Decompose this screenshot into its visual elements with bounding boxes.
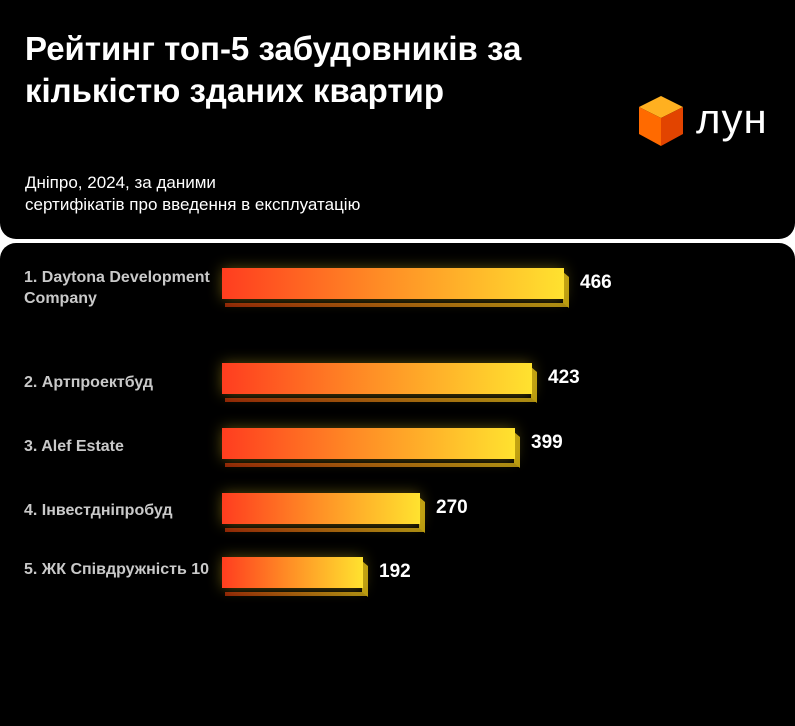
bar-value-label: 466 (580, 272, 612, 293)
category-label: 1. Daytona Development Company (24, 269, 210, 307)
bar-shadow-bottom (225, 463, 519, 467)
bar-fill (222, 493, 420, 524)
subtitle-line-2: сертифікатів про введення в експлуатацію (25, 195, 361, 214)
category-label: 5. ЖК Співдружність 10 (24, 561, 210, 578)
chart-title: Рейтинг топ-5 забудовників за кількістю … (25, 30, 522, 109)
bar (222, 268, 569, 309)
bar (222, 493, 425, 534)
bar-value-label: 270 (436, 497, 468, 518)
bar-fill (222, 363, 532, 394)
bar-fill (222, 428, 515, 459)
bar-value-label: 192 (379, 561, 411, 582)
bar-shadow-bottom (225, 592, 367, 596)
bar-shadow-bottom (225, 303, 568, 307)
bar-fill (222, 557, 363, 588)
chart-subtitle: Дніпро, 2024, за даними сертифікатів про… (25, 172, 545, 216)
category-label: 4. Інвестдніпробуд (24, 502, 173, 519)
bar-chart: 1. Daytona Development Company 466 2. Артп… (0, 243, 795, 726)
orange-cube-icon (639, 96, 683, 146)
bar-value-label: 423 (548, 367, 580, 388)
category-label: 3. Alef Estate (24, 438, 124, 455)
bar-shadow-bottom (225, 398, 536, 402)
category-label: 2. Артпроектбуд (24, 374, 154, 391)
bar-fill (222, 268, 564, 299)
bar-shadow-bottom (225, 528, 424, 532)
chart-card (0, 243, 795, 726)
lun-logo: лун (636, 94, 776, 150)
bar (222, 557, 368, 598)
bar-value-label: 399 (531, 432, 563, 453)
logo-text: лун (696, 95, 768, 142)
bar (222, 428, 520, 469)
bar (222, 363, 537, 404)
subtitle-line-1: Дніпро, 2024, за даними (25, 173, 216, 192)
